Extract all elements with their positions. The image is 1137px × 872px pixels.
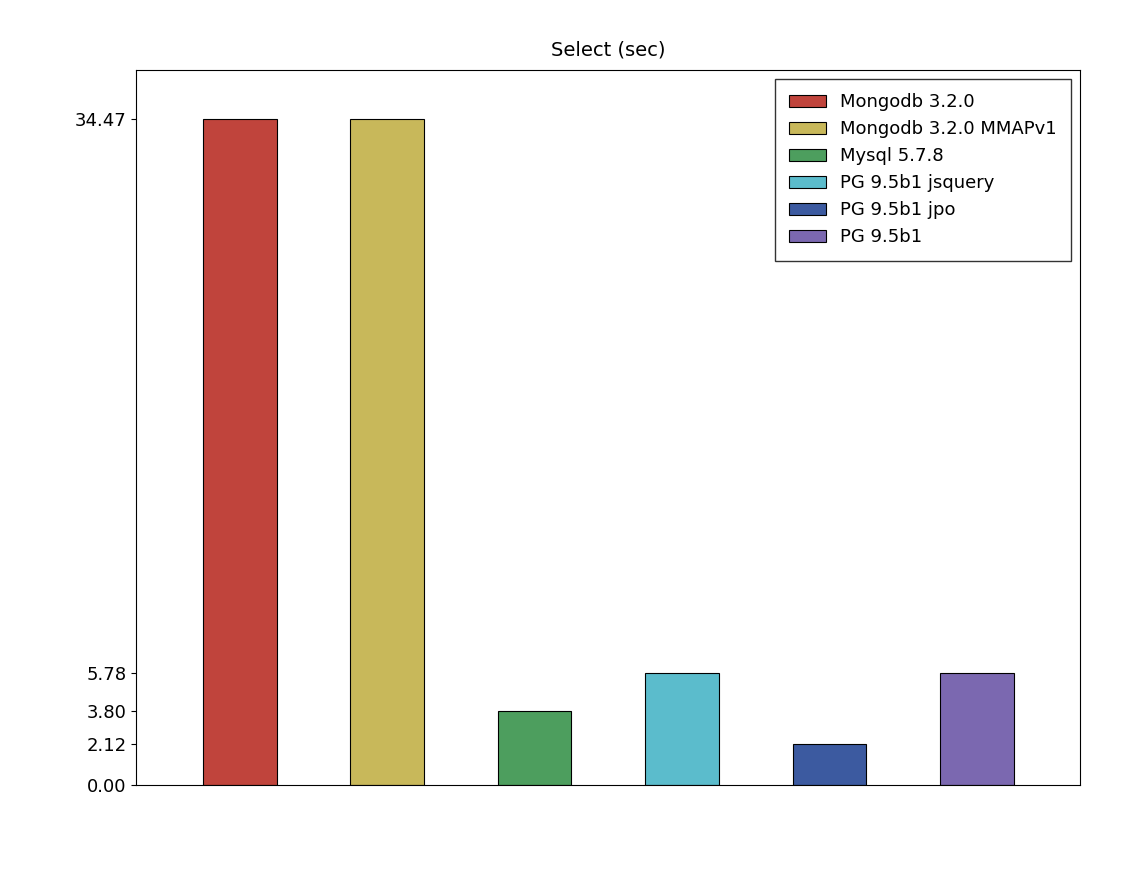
Bar — [940, 673, 1014, 785]
Bar — [350, 119, 424, 785]
Bar — [202, 119, 276, 785]
Legend: Mongodb 3.2.0, Mongodb 3.2.0 MMAPv1, Mysql 5.7.8, PG 9.5b1 jsquery, PG 9.5b1 jpo: Mongodb 3.2.0, Mongodb 3.2.0 MMAPv1, Mys… — [775, 78, 1071, 261]
Title: Select (sec): Select (sec) — [551, 41, 665, 60]
Bar — [792, 744, 866, 785]
Bar — [645, 673, 719, 785]
Bar — [498, 712, 572, 785]
